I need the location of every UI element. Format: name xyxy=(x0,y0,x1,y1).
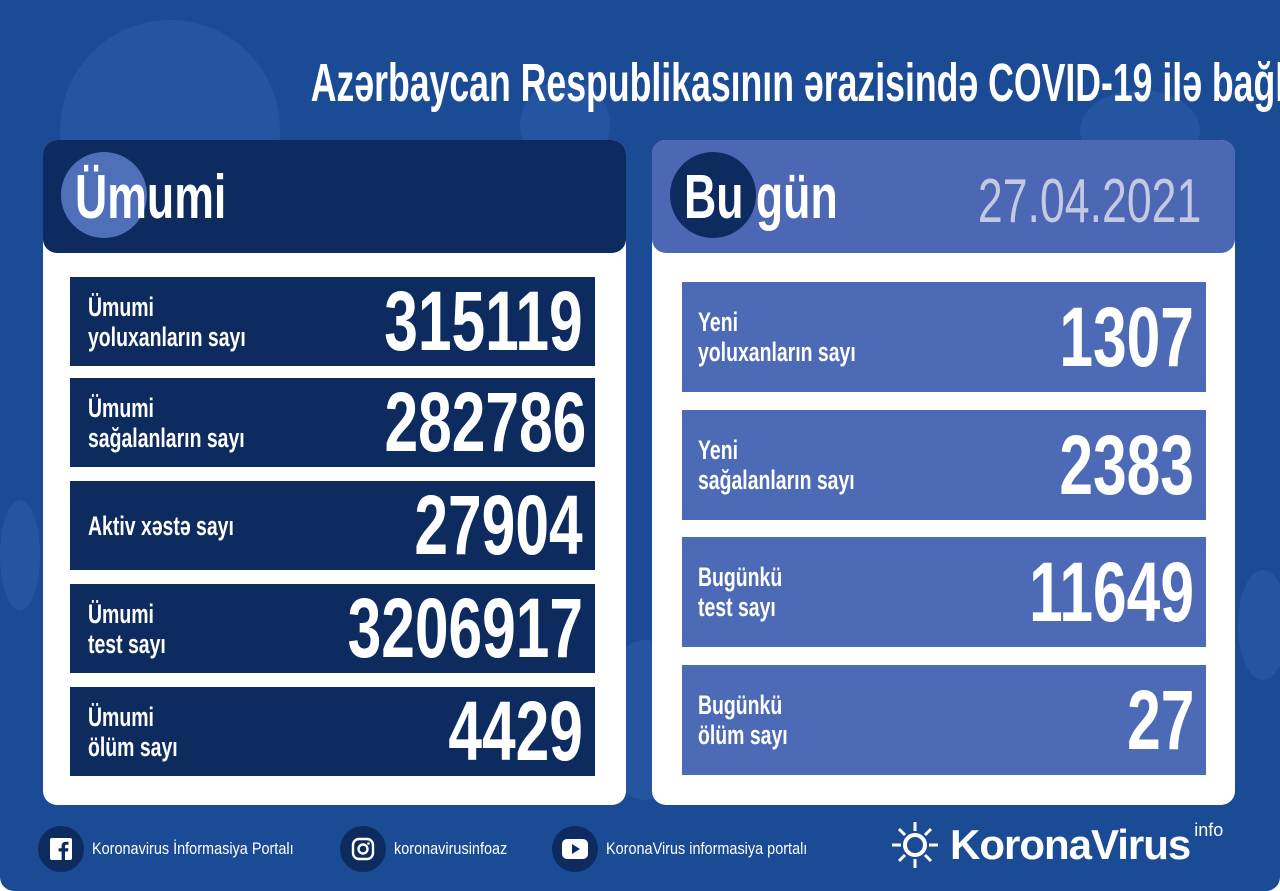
virus-icon xyxy=(670,152,756,238)
virus-decoration-icon xyxy=(1238,570,1280,680)
stat-label: Ümumi ölüm sayı xyxy=(88,701,178,762)
stat-label: Ümumi test sayı xyxy=(88,598,166,659)
sun-virus-icon xyxy=(892,822,938,868)
stat-value: 315119 xyxy=(384,274,583,368)
page-title: Azərbaycan Respublikasının ərazisində CO… xyxy=(310,53,1280,113)
total-stat-row: Ümumi ölüm sayı 4429 xyxy=(70,684,595,778)
total-stat-row: Aktiv xəstə sayı 27904 xyxy=(70,478,595,572)
stat-label: Yeni sağalanların sayı xyxy=(698,435,855,495)
instagram-link[interactable]: koronavirusinfoaz xyxy=(340,826,527,872)
stat-label: Bugünkü ölüm sayı xyxy=(698,690,788,750)
virus-icon xyxy=(61,152,147,238)
total-stat-row: Ümumi yoluxanların sayı 315119 xyxy=(70,274,595,368)
today-stat-row: Bugünkü test sayı 11649 xyxy=(682,537,1206,647)
stat-label: Ümumi sağalanların sayı xyxy=(88,392,245,453)
stat-value: 2383 xyxy=(1059,417,1194,512)
stat-value: 1307 xyxy=(1059,289,1194,384)
stat-value: 27904 xyxy=(414,478,583,572)
stat-value: 282786 xyxy=(384,375,586,469)
stat-label: Ümumi yoluxanların sayı xyxy=(88,291,246,352)
total-header: Ümumi xyxy=(43,140,626,253)
instagram-icon xyxy=(340,826,386,872)
today-stat-row: Yeni sağalanların sayı 2383 xyxy=(682,410,1206,520)
today-panel: Bu gün 27.04.2021 Yeni yoluxanların sayı 1… xyxy=(652,140,1235,805)
today-header: Bu gün 27.04.2021 xyxy=(652,140,1235,253)
stat-label: Bugünkü test sayı xyxy=(698,562,783,622)
footer: Koronavirus İnformasiya Portalı koronavi… xyxy=(0,820,1280,880)
total-panel: Ümumi Ümumi yoluxanların sayı 315119 Ümumi s… xyxy=(43,140,626,805)
today-stat-row: Bugünkü ölüm sayı 27 xyxy=(682,665,1206,775)
date: 27.04.2021 xyxy=(977,167,1201,236)
youtube-icon xyxy=(552,826,598,872)
stat-value: 27 xyxy=(1126,672,1194,767)
stat-value: 3206917 xyxy=(347,581,583,675)
total-heading: Ümumi xyxy=(75,163,227,232)
facebook-icon xyxy=(38,826,84,872)
stat-value: 4429 xyxy=(448,684,583,778)
stat-label: Yeni yoluxanların sayı xyxy=(698,307,856,367)
total-stat-row: Ümumi test sayı 3206917 xyxy=(70,581,595,675)
facebook-link[interactable]: Koronavirus İnformasiya Portalı xyxy=(38,826,329,872)
youtube-link[interactable]: KoronaVirus informasiya portalı xyxy=(552,826,843,872)
stat-value: 11649 xyxy=(1029,544,1194,639)
today-heading: Bu gün xyxy=(684,163,838,232)
stat-label: Aktiv xəstə sayı xyxy=(88,510,234,541)
virus-decoration-icon xyxy=(0,500,40,610)
total-stat-row: Ümumi sağalanların sayı 282786 xyxy=(70,375,595,469)
today-stat-row: Yeni yoluxanların sayı 1307 xyxy=(682,282,1206,392)
koronavirus-logo: KoronaVirus info xyxy=(890,820,1223,870)
